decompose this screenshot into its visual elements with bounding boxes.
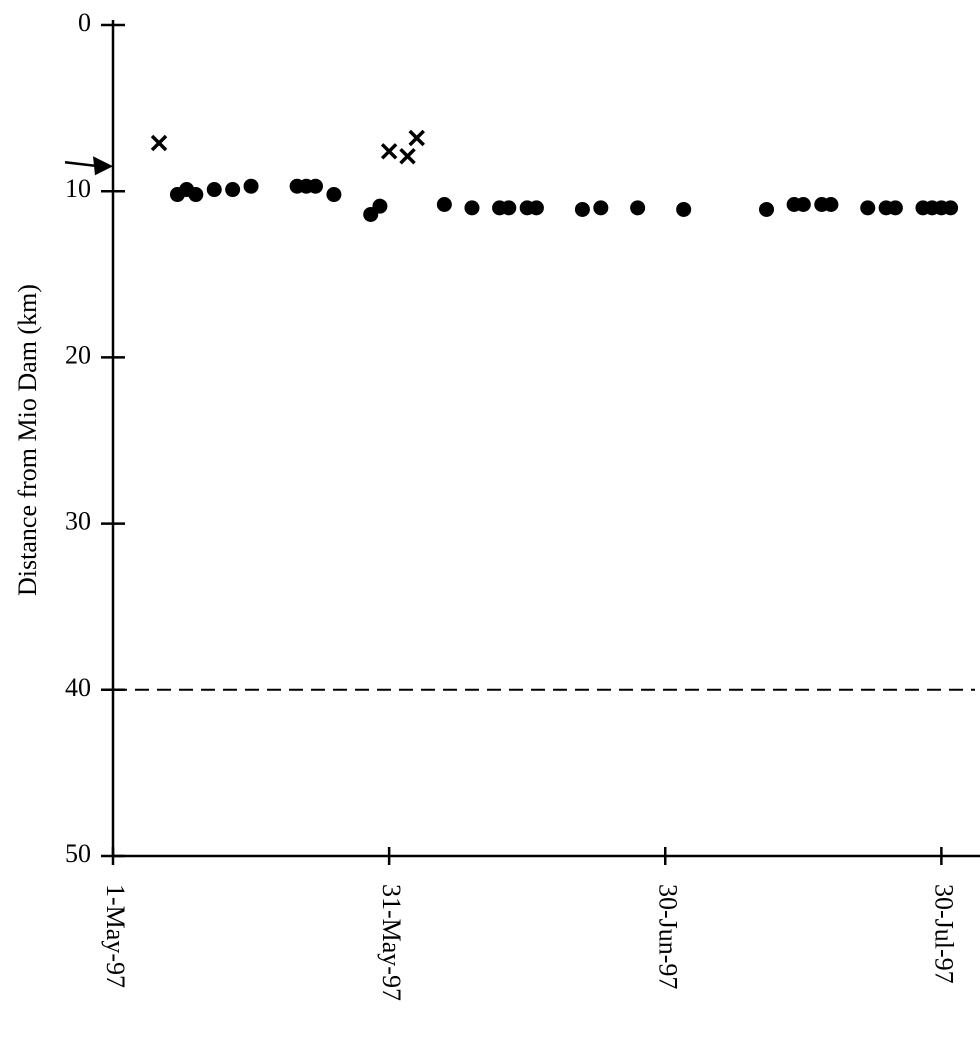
y-axis-label: Distance from Mio Dam (km)	[13, 284, 42, 596]
cross-point	[380, 143, 398, 160]
dot-point	[225, 182, 241, 198]
dot-point	[372, 198, 388, 214]
dot-point	[943, 200, 959, 216]
dot-point	[630, 200, 646, 216]
y-tick-label: 0	[78, 8, 91, 37]
dot-point	[759, 201, 775, 217]
dot-point	[574, 201, 590, 217]
dot-point	[887, 200, 903, 216]
cross-point	[408, 129, 425, 147]
dot-point	[436, 196, 452, 212]
cross-point	[399, 148, 416, 165]
dot-point	[528, 200, 544, 216]
arrow	[64, 161, 100, 168]
dot-point	[188, 187, 204, 203]
y-tick-label: 40	[65, 673, 91, 702]
cross-point	[150, 134, 168, 152]
x-tick-label: 31-May-97	[377, 884, 406, 1001]
dot-point	[326, 187, 342, 203]
dot-point	[823, 196, 839, 212]
y-tick-label: 30	[65, 507, 91, 536]
dot-point	[307, 178, 323, 194]
dot-point	[676, 201, 692, 217]
arrow-head	[93, 156, 113, 176]
dot-point	[501, 200, 517, 216]
dot-point	[795, 196, 811, 212]
x-tick-label: 30-Jul-97	[929, 884, 958, 984]
dot-point	[206, 182, 222, 198]
x-tick-label: 30-Jun-97	[653, 884, 682, 989]
dot-point	[860, 200, 876, 216]
y-tick-label: 20	[65, 340, 91, 369]
dot-point	[593, 200, 609, 216]
dot-point	[464, 200, 480, 216]
y-tick-label: 50	[65, 839, 91, 868]
x-tick-label: 1-May-97	[101, 884, 130, 988]
dot-point	[243, 178, 259, 194]
y-tick-label: 10	[65, 174, 91, 203]
